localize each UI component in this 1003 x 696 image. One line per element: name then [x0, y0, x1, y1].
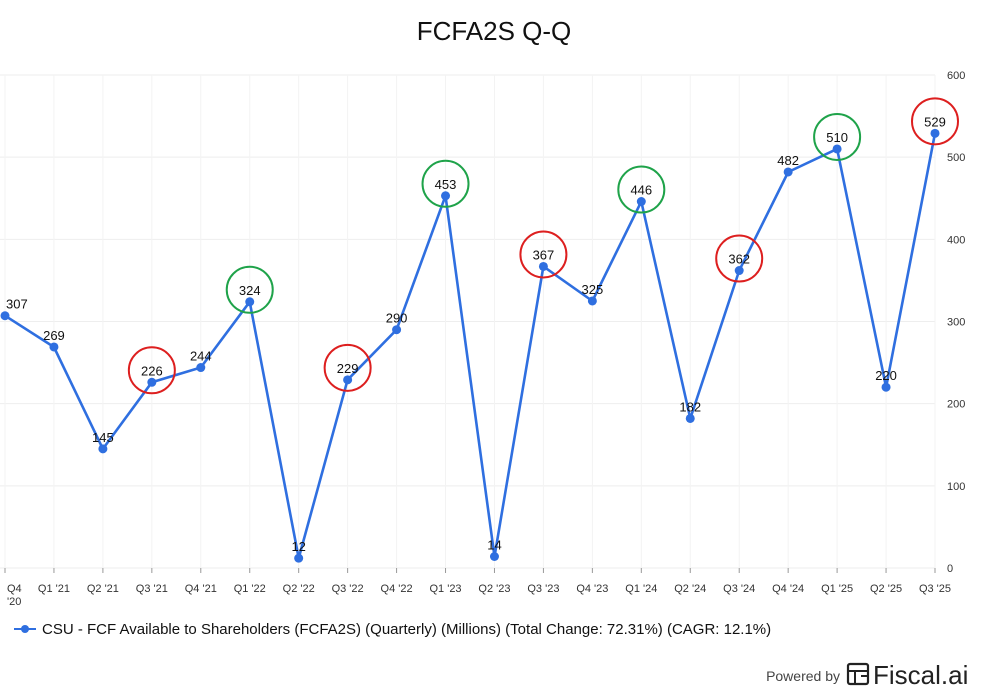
brand-name: Fiscal.ai — [873, 660, 968, 690]
y-tick-label: 500 — [947, 152, 965, 164]
data-point[interactable] — [881, 382, 891, 392]
data-point[interactable] — [49, 342, 59, 352]
fiscal-logo-icon — [846, 662, 870, 686]
data-label: 307 — [6, 297, 28, 312]
data-label: 362 — [728, 252, 750, 267]
data-label: 482 — [777, 153, 799, 168]
x-tick-label: Q1 '21 — [38, 583, 70, 595]
x-tick-label: Q1 '25 — [821, 583, 853, 595]
highlight-circle-high — [617, 165, 666, 214]
highlight-circle-high — [421, 159, 470, 208]
x-tick-label: Q4 '22 — [381, 583, 413, 595]
x-tick-label: Q4 — [7, 583, 22, 595]
data-point[interactable] — [636, 197, 646, 207]
highlight-circle-high — [813, 112, 862, 161]
highlight-circle-low — [519, 230, 568, 279]
data-label: 12 — [291, 539, 305, 554]
data-label: 453 — [435, 177, 457, 192]
data-point[interactable] — [832, 144, 842, 154]
highlight-circle-low — [323, 343, 372, 392]
data-point[interactable] — [930, 128, 940, 138]
highlight-circle-low — [715, 234, 764, 283]
data-label: 229 — [337, 361, 359, 376]
data-point[interactable] — [245, 297, 255, 307]
x-tick-label: Q1 '22 — [234, 583, 266, 595]
data-labels: 307 269 145 226 244 324 12 229 290 453 14 367 325 446… — [6, 114, 946, 554]
x-tick-label: Q1 '24 — [625, 583, 657, 595]
data-point[interactable] — [343, 375, 353, 385]
x-tick-label: Q3 '21 — [136, 583, 168, 595]
x-tick-label: Q2 '22 — [283, 583, 315, 595]
series-line — [4, 133, 937, 560]
data-label: 145 — [92, 430, 114, 445]
y-tick-label: 600 — [947, 70, 965, 82]
data-label: 182 — [679, 399, 701, 414]
data-label: 269 — [43, 328, 65, 343]
x-tick-label: Q3 '25 — [919, 583, 951, 595]
data-label: 220 — [875, 368, 897, 383]
x-tick-label: Q2 '23 — [478, 583, 510, 595]
highlight-circle-high — [225, 265, 274, 314]
powered-by-footer[interactable]: Powered by Fiscal.ai — [766, 660, 968, 690]
grid-lines — [0, 74, 936, 569]
x-tick-label: Q3 '22 — [332, 583, 364, 595]
data-points — [0, 128, 940, 563]
data-label: 446 — [630, 183, 652, 198]
x-tick-label: Q4 '23 — [576, 583, 608, 595]
data-point[interactable] — [392, 325, 402, 335]
legend-label: CSU - FCF Available to Shareholders (FCF… — [42, 621, 771, 638]
y-tick-label: 300 — [947, 317, 965, 329]
data-point[interactable] — [441, 191, 451, 201]
data-label: 367 — [533, 247, 555, 262]
data-point[interactable] — [196, 363, 206, 373]
data-point[interactable] — [489, 551, 499, 561]
data-point[interactable] — [294, 553, 304, 563]
data-point[interactable] — [538, 261, 548, 271]
x-tick-label: Q3 '24 — [723, 583, 755, 595]
x-axis: Q4'20 Q1 '21 Q2 '21 Q3 '21 Q4 '21 Q1 '22 Q2 '2… — [4, 568, 951, 608]
data-label: 324 — [239, 283, 261, 298]
data-label: 325 — [582, 282, 604, 297]
x-tick-label: Q1 '23 — [429, 583, 461, 595]
data-point[interactable] — [734, 266, 744, 276]
data-point[interactable] — [147, 377, 157, 387]
x-tick-label: '20 — [7, 596, 21, 608]
series-line-group — [4, 133, 937, 560]
x-tick-label: Q2 '21 — [87, 583, 119, 595]
x-tick-label: Q3 '23 — [527, 583, 559, 595]
highlight-circle-low — [127, 346, 176, 395]
data-label: 290 — [386, 311, 408, 326]
x-tick-label: Q2 '25 — [870, 583, 902, 595]
powered-by-text: Powered by — [766, 668, 840, 684]
data-label: 14 — [487, 537, 501, 552]
x-tick-label: Q2 '24 — [674, 583, 706, 595]
legend[interactable]: CSU - FCF Available to Shareholders (FCF… — [14, 621, 771, 638]
y-axis: 0 100 200 300 400 500 600 — [947, 70, 965, 575]
chart-title: FCFA2S Q-Q — [417, 16, 572, 46]
y-tick-label: 0 — [947, 563, 953, 575]
legend-marker-icon — [21, 625, 29, 633]
y-tick-label: 100 — [947, 481, 965, 493]
data-point[interactable] — [587, 296, 597, 306]
data-point[interactable] — [98, 444, 108, 454]
data-label: 244 — [190, 349, 212, 364]
data-point[interactable] — [783, 167, 793, 177]
y-tick-label: 400 — [947, 234, 965, 246]
x-tick-label: Q4 '21 — [185, 583, 217, 595]
data-point[interactable] — [685, 413, 695, 423]
data-label: 510 — [826, 130, 848, 145]
y-tick-label: 200 — [947, 399, 965, 411]
x-tick-label: Q4 '24 — [772, 583, 804, 595]
highlight-circles — [127, 97, 959, 395]
data-point[interactable] — [0, 311, 10, 321]
highlight-circle-low — [911, 97, 959, 146]
data-label: 226 — [141, 363, 163, 378]
data-label: 529 — [924, 114, 946, 129]
